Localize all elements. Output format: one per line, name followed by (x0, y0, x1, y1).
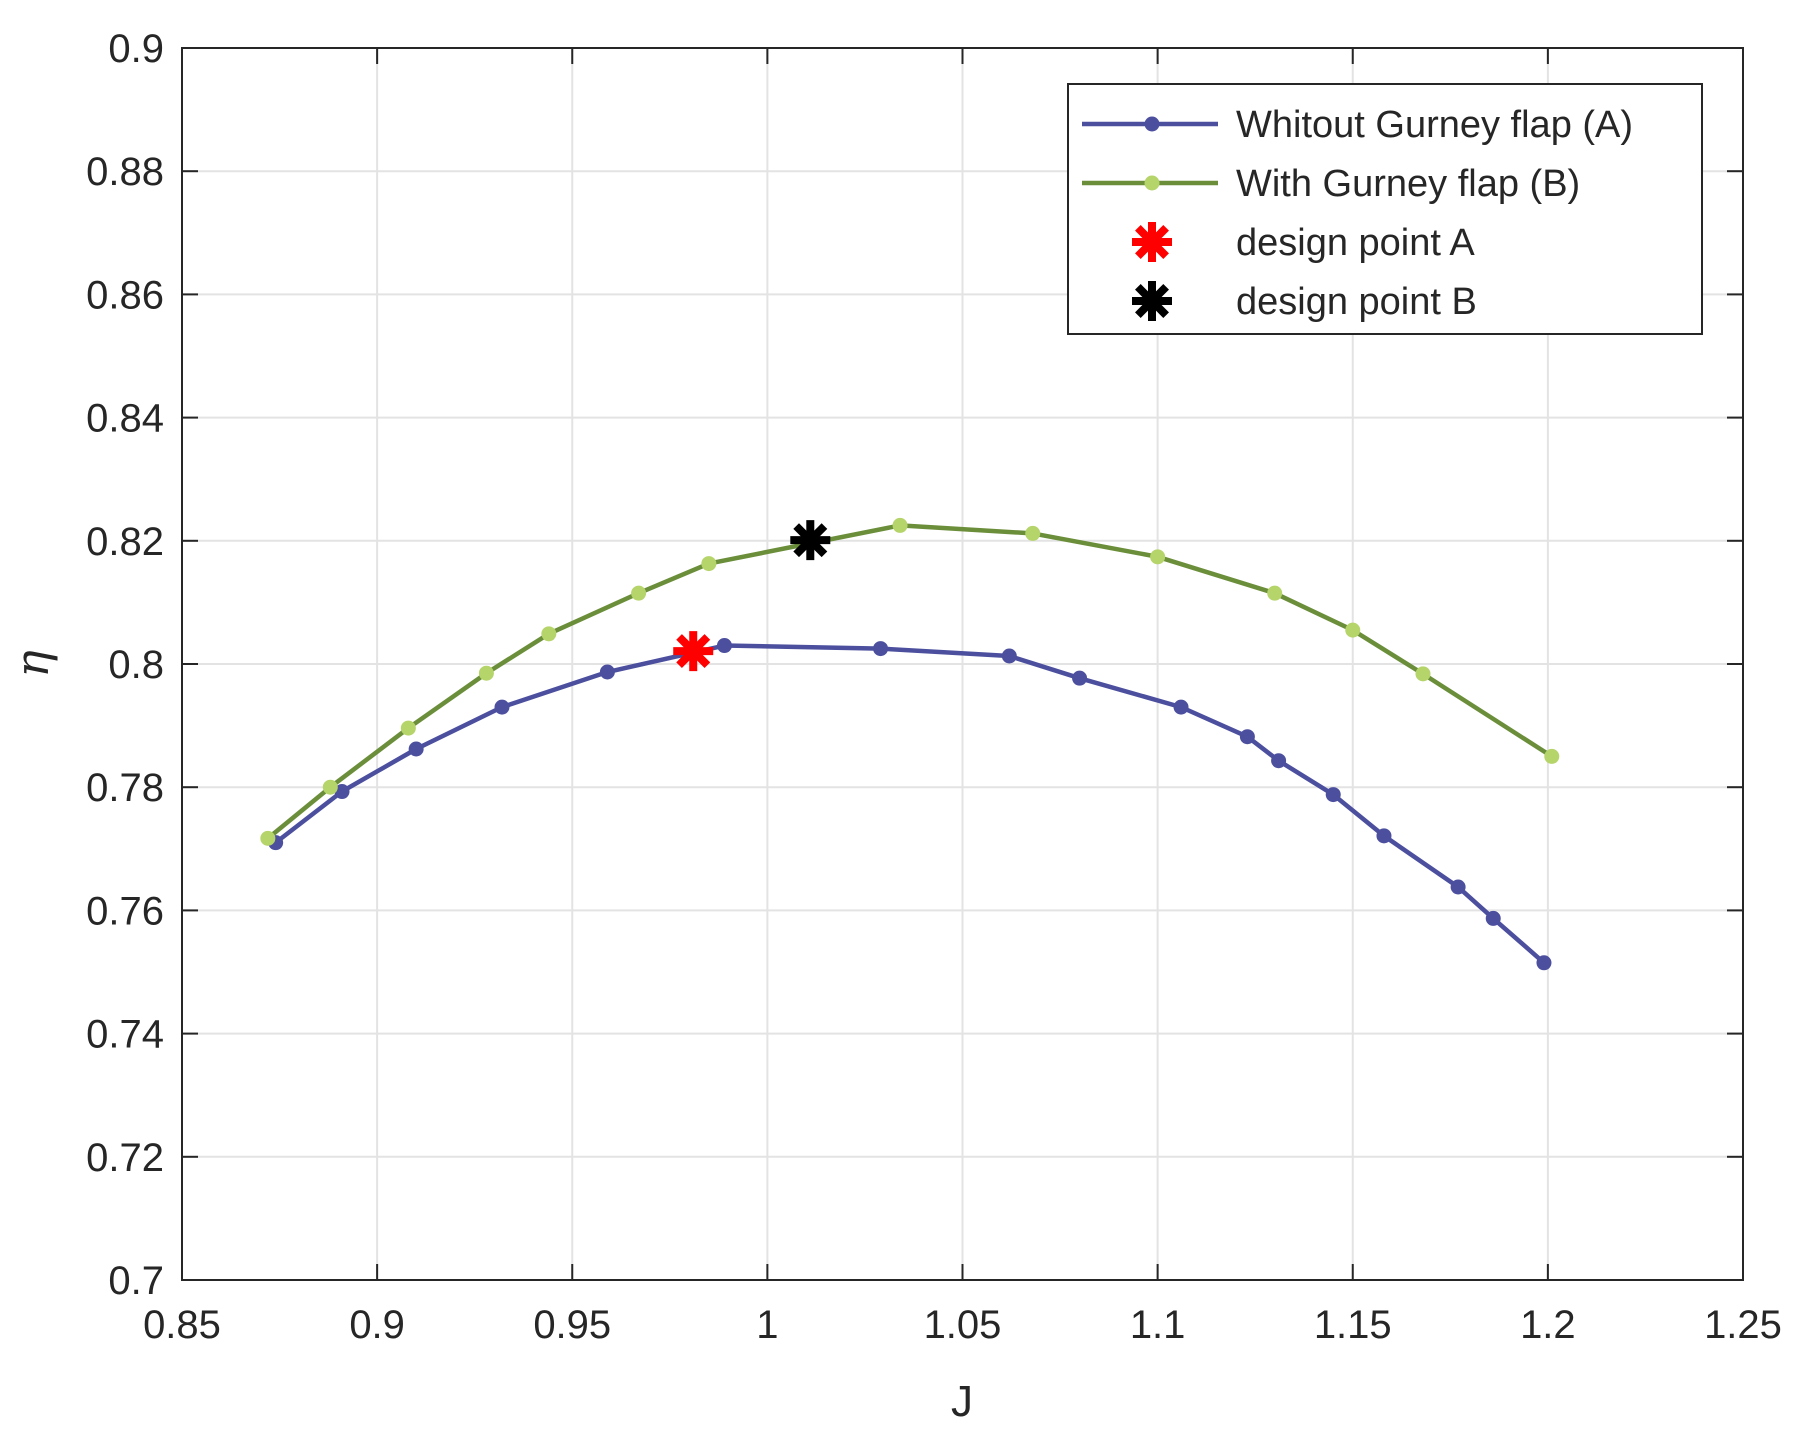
series-1-point (334, 784, 350, 800)
series-1-point (599, 664, 615, 680)
series-1-point (1072, 670, 1088, 686)
asterisk-stroke (793, 523, 828, 558)
x-tick-labels: 0.85 0.9 0.95 1 1.05 1.1 1.15 1.2 1.25 (143, 1303, 1782, 1347)
y-tick-label: 0.86 (86, 273, 164, 317)
y-tick-label: 0.78 (86, 766, 164, 810)
series-2-point (892, 517, 908, 533)
series-1-point (1239, 729, 1255, 745)
legend-marker-1 (1144, 116, 1160, 132)
series-1-point (1376, 828, 1392, 844)
x-tick-label: 0.95 (533, 1303, 611, 1347)
y-tick-label: 0.74 (86, 1013, 164, 1057)
series-1-point (1271, 753, 1287, 769)
series-2-point (1544, 748, 1560, 764)
x-tick-label: 1.15 (1314, 1303, 1392, 1347)
series-2-point (541, 626, 557, 642)
series-2-point (1415, 666, 1431, 682)
series-1-point (1001, 648, 1017, 664)
series-1-point (408, 741, 424, 757)
axes (181, 47, 1744, 1281)
y-tick-label: 0.88 (86, 150, 164, 194)
series-1-point (716, 638, 732, 654)
legend-label: With Gurney flap (B) (1236, 163, 1580, 205)
y-tick-label: 0.8 (108, 643, 164, 687)
design-point-b-marker (790, 520, 831, 561)
x-tick-label: 1.2 (1520, 1303, 1576, 1347)
legend: Whitout Gurney flap (A) With Gurney flap … (1067, 83, 1703, 335)
x-tick-label: 0.85 (143, 1303, 221, 1347)
y-tick-label: 0.76 (86, 889, 164, 933)
x-tick-label: 1 (756, 1303, 778, 1347)
x-tick-label: 1.1 (1130, 1303, 1186, 1347)
series-2-point (400, 720, 416, 736)
series-2-point (478, 665, 494, 681)
legend-asterisk-a (1132, 222, 1172, 262)
asterisk-stroke (1135, 284, 1169, 318)
series-1-point (1450, 879, 1466, 895)
series-1-point (494, 699, 510, 715)
design-points-layer (673, 520, 831, 672)
series-2-point (322, 779, 338, 795)
series-2-point (1345, 622, 1361, 638)
legend-label: design point B (1236, 281, 1477, 323)
y-axis-title: η (5, 650, 59, 678)
series-2-point (631, 585, 647, 601)
y-tick-labels: 0.7 0.72 0.74 0.76 0.78 0.8 0.82 0.84 0.86 0.88 0.… (86, 27, 164, 1303)
y-tick-label: 0.9 (108, 27, 164, 71)
x-tick-label: 1.05 (924, 1303, 1002, 1347)
y-tick-label: 0.7 (108, 1259, 164, 1303)
asterisk-stroke (1135, 225, 1169, 259)
legend-asterisk-b (1132, 281, 1172, 321)
series-1-point (1536, 955, 1552, 971)
series-layer (260, 517, 1560, 971)
series-2-point (1025, 525, 1041, 541)
y-tick-label: 0.72 (86, 1136, 164, 1180)
asterisk-stroke (676, 634, 711, 669)
y-tick-label: 0.82 (86, 520, 164, 564)
design-point-a-marker (673, 631, 714, 672)
series-1-point (1325, 787, 1341, 803)
axes-box (181, 47, 1744, 1281)
series-2-point (260, 830, 276, 846)
series-2-point (701, 556, 717, 572)
x-axis-title: J (951, 1377, 973, 1426)
x-tick-label: 0.9 (349, 1303, 405, 1347)
series-1-point (1485, 910, 1501, 926)
y-tick-label: 0.84 (86, 397, 164, 441)
legend-label: Whitout Gurney flap (A) (1236, 104, 1633, 146)
x-tick-label: 1.25 (1704, 1303, 1782, 1347)
series-1-point (873, 641, 889, 657)
series-2-point (1150, 549, 1166, 565)
series-2-point (1267, 585, 1283, 601)
series-1-point (1173, 699, 1189, 715)
legend-marker-2 (1144, 175, 1160, 191)
legend-label: design point A (1236, 222, 1475, 264)
